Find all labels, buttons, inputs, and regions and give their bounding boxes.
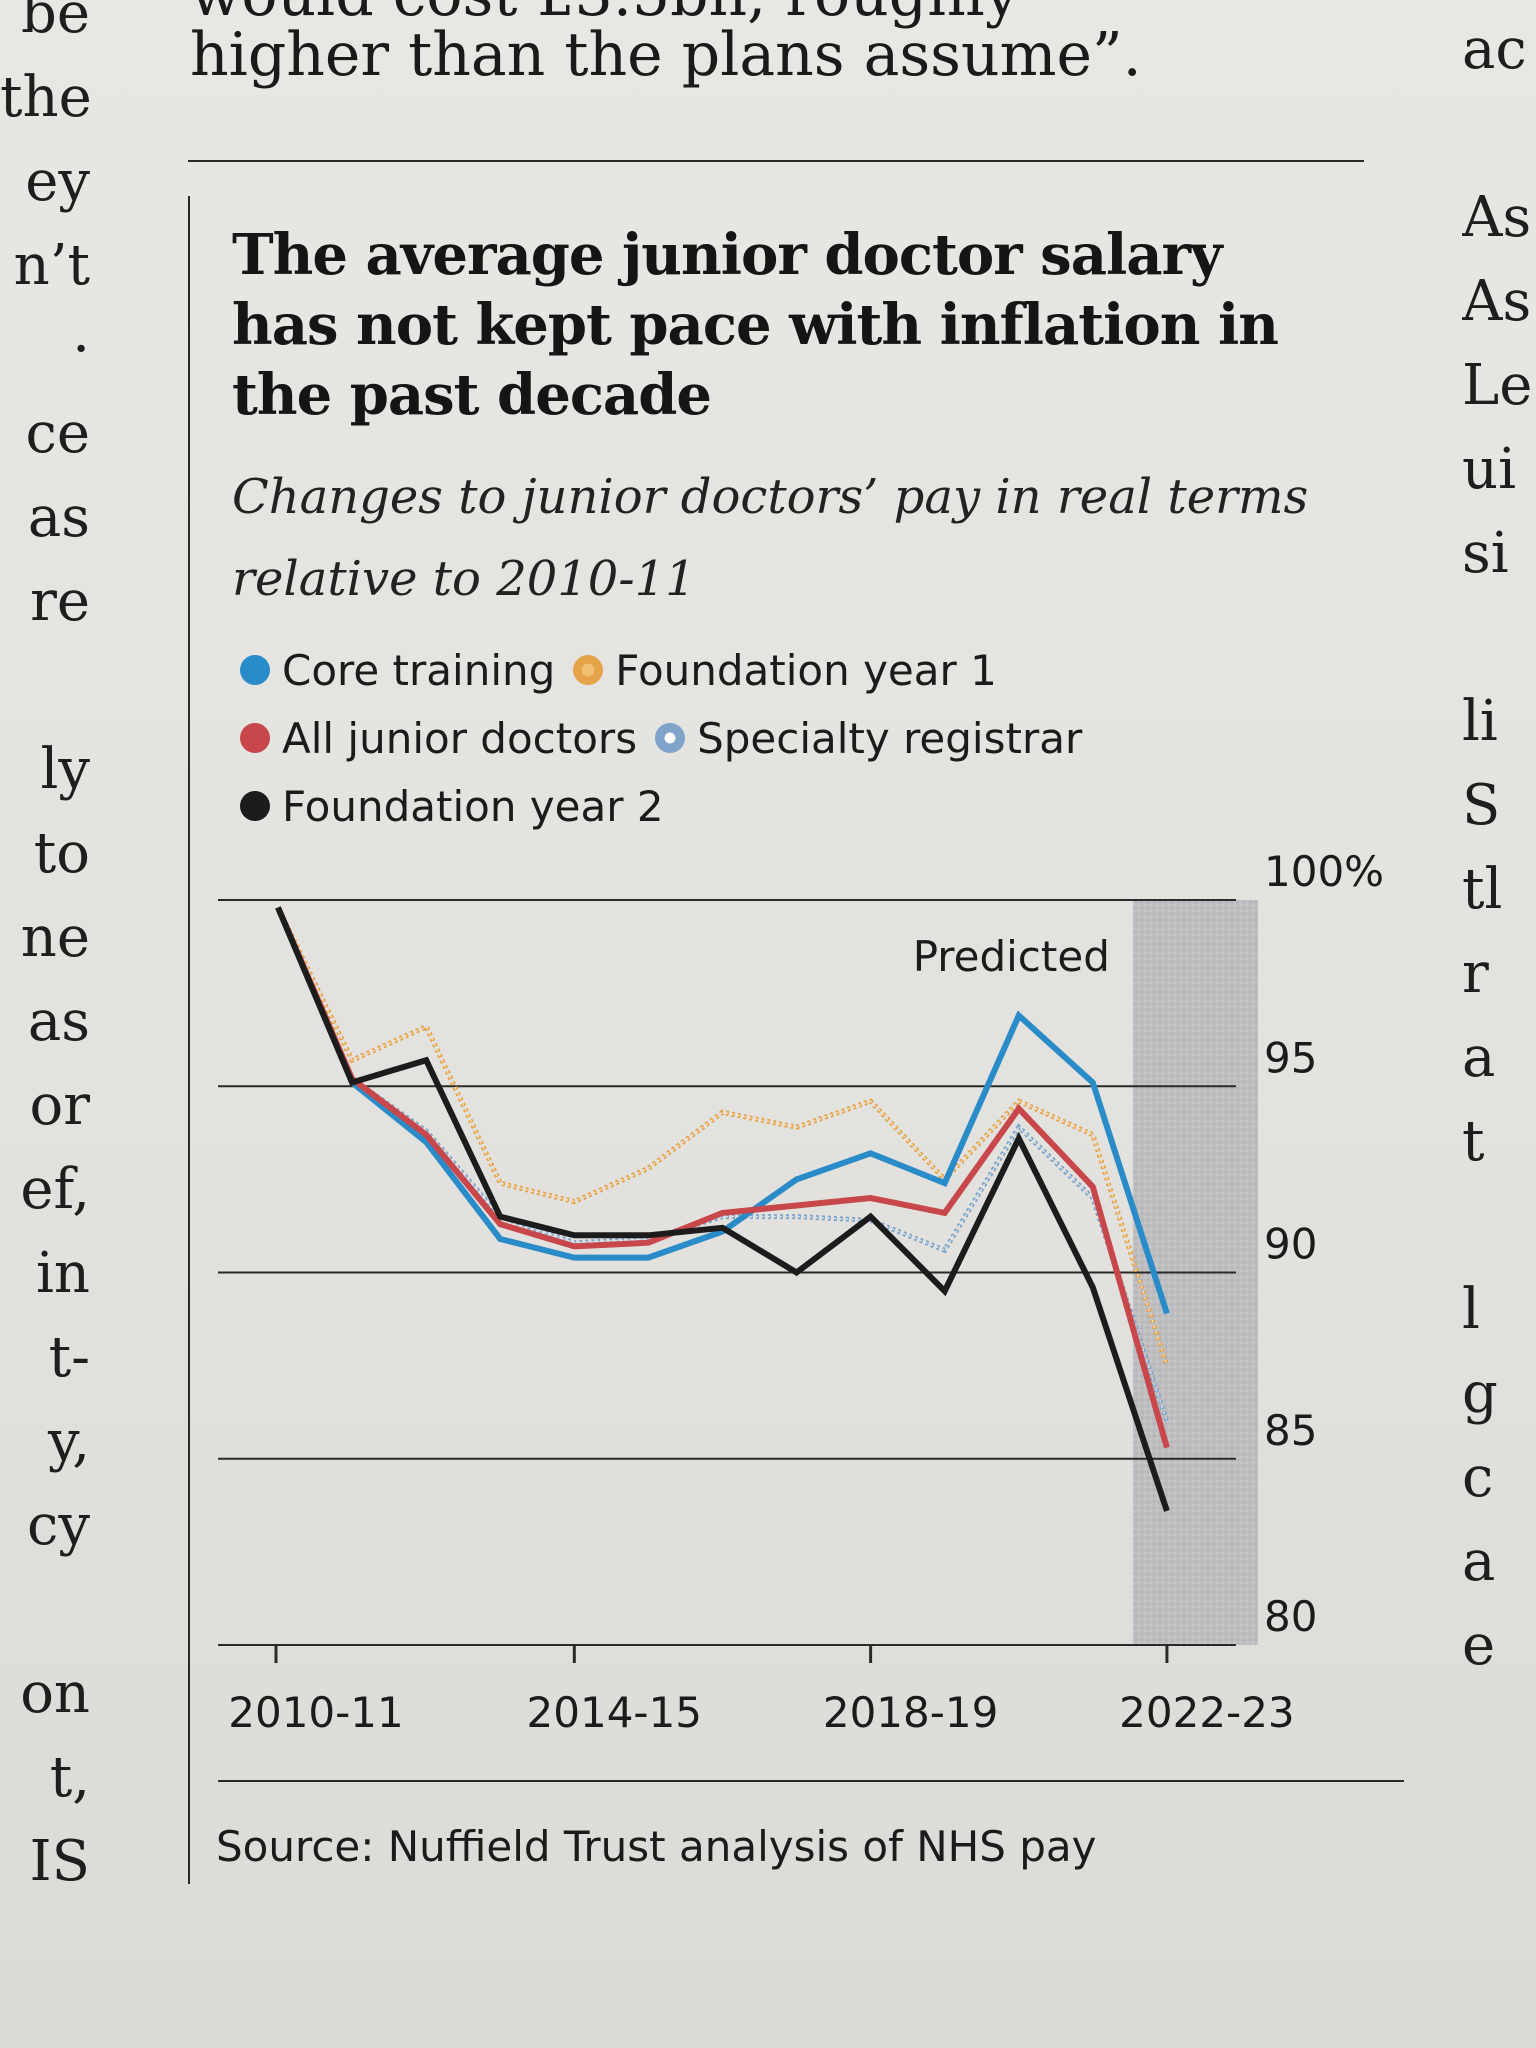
- left-article-line: be: [21, 0, 90, 46]
- left-article-line: ey: [25, 149, 90, 214]
- right-article-line: S: [1462, 773, 1501, 838]
- right-article-line: e: [1462, 1613, 1496, 1678]
- right-article-line: As: [1462, 185, 1532, 250]
- left-article-line: ce: [25, 401, 90, 466]
- legend-label: Foundation year 1: [615, 645, 997, 695]
- predicted-label: Predicted: [913, 932, 1110, 981]
- chart-subtitle: Changes to junior doctors’ pay in real t…: [232, 469, 1309, 607]
- legend-label: Foundation year 2: [282, 781, 664, 831]
- right-article-line: As: [1462, 269, 1532, 334]
- x-tick-label: 2014-15: [527, 1688, 703, 1737]
- right-article-line: t: [1462, 1109, 1485, 1174]
- legend-dot-core-training: [240, 655, 270, 685]
- left-article-line: IS: [29, 1829, 90, 1894]
- right-article-line: r: [1462, 941, 1489, 1006]
- left-article-line: re: [30, 569, 90, 634]
- right-article-line: g: [1462, 1361, 1498, 1426]
- legend-item-foundation-year-1: Foundation year 1: [573, 646, 997, 695]
- left-article-line: ne: [20, 905, 90, 970]
- right-article-line: l: [1462, 1277, 1480, 1342]
- legend-item-all-junior-doctors: All junior doctors: [240, 714, 637, 763]
- series-line-foundation-year-2: [275, 906, 1170, 1512]
- legend-item-foundation-year-2: Foundation year 2: [240, 782, 664, 831]
- legend-label: Core training: [282, 645, 556, 695]
- right-article-line: a: [1462, 1529, 1496, 1594]
- left-article-line: to: [33, 821, 90, 886]
- left-article-line: as: [27, 989, 90, 1054]
- x-tick-label: 2010-11: [228, 1688, 404, 1737]
- y-tick-label: 80: [1264, 1592, 1317, 1641]
- y-tick-label: 100%: [1264, 847, 1384, 896]
- right-article-line: a: [1462, 1025, 1496, 1090]
- series-line-core-training: [275, 906, 1170, 1315]
- chart-top-rule: [188, 160, 1364, 162]
- left-article-line: the: [0, 65, 90, 130]
- left-article-line: t-: [48, 1325, 90, 1390]
- right-article-line: ui: [1462, 437, 1516, 502]
- article-top-line: higher than the plans assume”.: [190, 20, 1142, 90]
- right-article-line: li: [1462, 689, 1498, 754]
- legend-label: Specialty registrar: [697, 713, 1083, 763]
- right-article-line: Le: [1462, 353, 1533, 418]
- legend-label: All junior doctors: [282, 713, 638, 763]
- legend-dot-specialty-registrar: [655, 723, 686, 753]
- left-article-column: be the ey n’t · ce as re ly to ne as or ef, in t-y, cy on…: [0, 0, 90, 1904]
- series-line-all-junior-doctors: [275, 906, 1170, 1449]
- left-article-line: ·: [72, 317, 90, 382]
- chart-title: The average junior doctor salary has not…: [232, 222, 1279, 428]
- legend-item-core-training: Core training: [240, 646, 555, 695]
- left-article-line: n’t: [13, 233, 90, 298]
- left-article-line: on: [20, 1661, 90, 1726]
- left-article-line: y,: [48, 1409, 90, 1474]
- chart-source: Source: Nuffield Trust analysis of NHS p…: [216, 1822, 1097, 1871]
- left-article-line: ly: [40, 737, 90, 802]
- left-article-line: in: [36, 1241, 90, 1306]
- left-article-line: t,: [49, 1745, 90, 1810]
- left-article-line: as: [27, 485, 90, 550]
- y-tick-label: 95: [1264, 1033, 1317, 1082]
- right-article-line: si: [1462, 521, 1509, 586]
- x-tick-label: 2018-19: [823, 1688, 999, 1737]
- article-top-line-cut: would cost £3.5bn, roughly: [190, 0, 1019, 30]
- legend-dot-foundation-year-2: [240, 791, 270, 821]
- legend-dot-all-junior-doctors: [240, 723, 270, 753]
- chart-left-rule: [188, 196, 190, 1884]
- legend-item-specialty-registrar: Specialty registrar: [655, 714, 1082, 763]
- right-article-line: c: [1462, 1445, 1494, 1510]
- right-article-line: ac: [1462, 17, 1527, 82]
- y-tick-label: 85: [1264, 1406, 1317, 1455]
- legend-dot-foundation-year-1: [573, 655, 604, 685]
- left-article-line: ef,: [20, 1157, 90, 1222]
- y-tick-label: 90: [1264, 1220, 1317, 1269]
- series-line-texture: [277, 907, 1168, 1366]
- right-article-line: tl: [1462, 857, 1503, 922]
- chart-legend: Core training Foundation year 1 All juni…: [240, 636, 1140, 840]
- x-tick-label: 2022-23: [1119, 1688, 1295, 1737]
- chart-bottom-rule: [218, 1780, 1404, 1782]
- left-article-line: cy: [27, 1493, 90, 1558]
- left-article-line: or: [29, 1073, 90, 1138]
